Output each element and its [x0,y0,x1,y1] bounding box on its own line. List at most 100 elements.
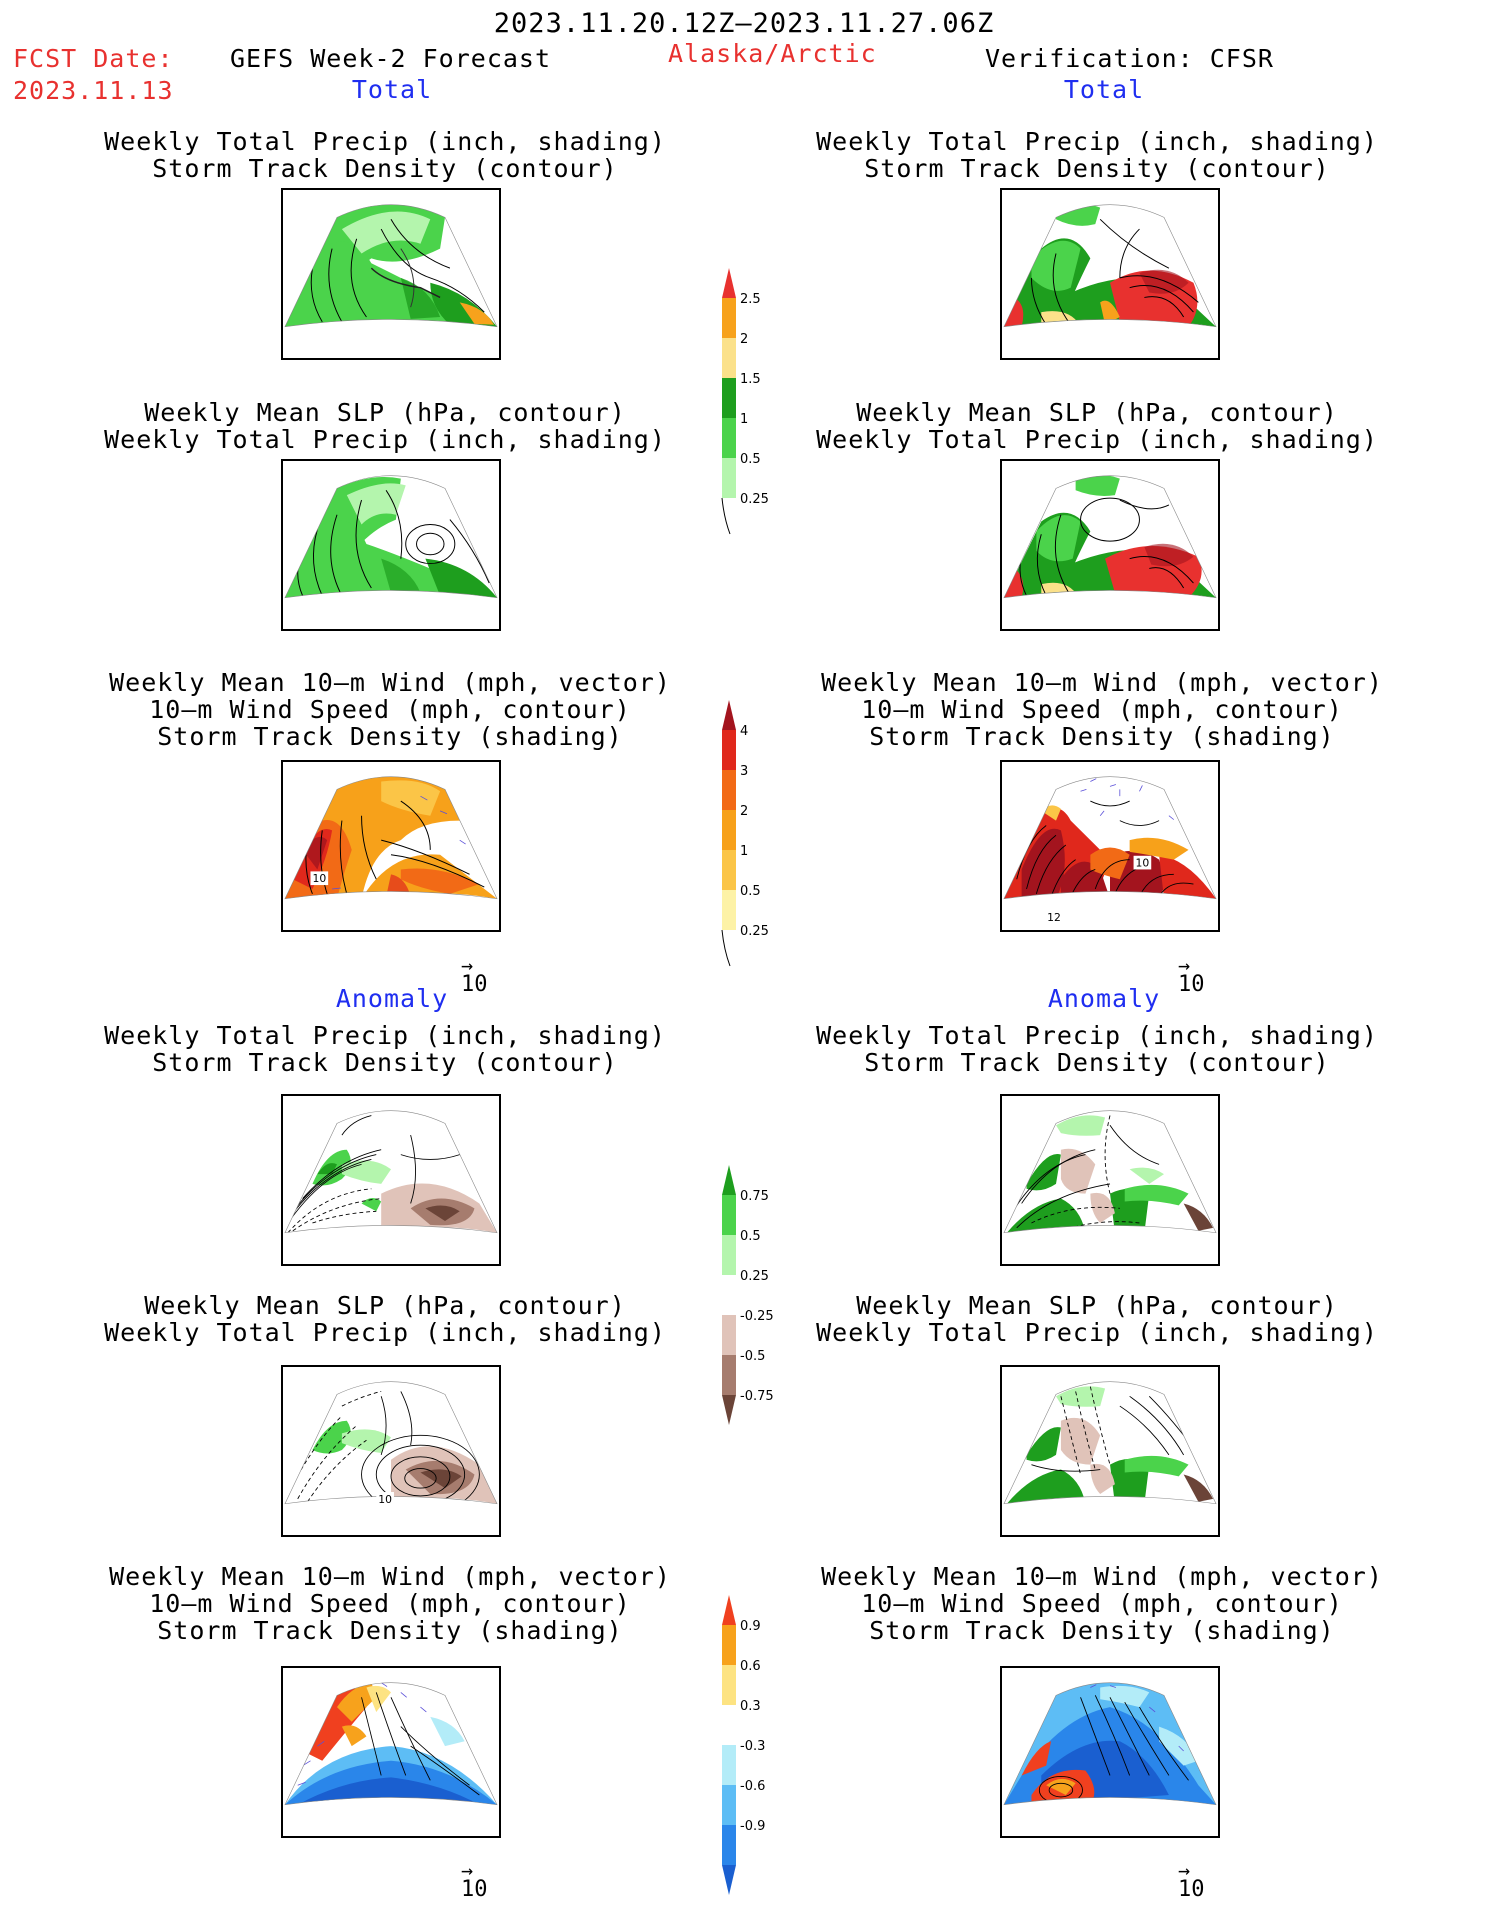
title-line: 10–m Wind Speed (mph, contour) [861,1589,1343,1618]
vector-ref-label: 10 [461,1877,488,1902]
colorbar-top-cap [722,268,736,298]
colorbar-label: 0.3 [740,1699,761,1714]
fcst-date-label: FCST Date: [13,44,174,73]
vector-ref-cfsr-anom: → 10 [1178,1858,1205,1902]
colorbar-label: 0.6 [740,1659,761,1674]
colorbar-label: 0.5 [740,884,761,899]
map-gefs-slp-total [281,459,501,631]
vector-ref-cfsr-total: → 10 [1178,955,1205,996]
colorbar-label: 2.5 [740,292,761,307]
map-cfsr-precip-total [1000,188,1220,360]
vector-ref-label: 10 [461,972,488,997]
colorbar-label: 2 [740,804,748,819]
contour-label: 10 [1136,857,1150,870]
colorbar-label: 0.25 [740,1269,769,1284]
arrow-icon: → [461,953,474,977]
title-line: Storm Track Density (shading) [157,1616,623,1645]
map-cfsr-wind-total: 10 12 [1000,760,1220,932]
colorbar-label: -0.75 [740,1389,774,1404]
cfsr-wind-total-title: Weekly Mean 10–m Wind (mph, vector) 10–m… [821,669,1383,750]
left-total-label: Total [351,75,433,104]
colorbar-segment [722,1315,736,1355]
colorbar-label: -0.5 [740,1349,765,1364]
colorbar-precip-total: 2.5 2 1.5 1 0.5 0.25 [720,268,790,558]
colorbar-segment [722,1195,736,1235]
title-line: Weekly Total Precip (inch, shading) [104,1318,666,1347]
colorbar-label: 0.5 [740,1229,761,1244]
cfsr-precip-anom-title: Weekly Total Precip (inch, shading) Stor… [816,1022,1378,1076]
right-total-label: Total [1063,75,1145,104]
colorbar-segment [722,458,736,498]
region-title: Alaska/Arctic [668,39,877,68]
colorbar-segment [722,1665,736,1705]
colorbar-label: 0.25 [740,492,769,507]
colorbar-label: 1.5 [740,372,761,387]
arrow-icon: → [461,1858,474,1882]
title-line: Weekly Total Precip (inch, shading) [104,425,666,454]
title-line: Weekly Total Precip (inch, shading) [816,425,1378,454]
title-line: Weekly Total Precip (inch, shading) [816,1021,1378,1050]
colorbar-segment [722,810,736,850]
colorbar-label: -0.9 [740,1819,765,1834]
colorbar-segment [722,1745,736,1785]
gefs-wind-total-title: Weekly Mean 10–m Wind (mph, vector) 10–m… [109,669,671,750]
colorbar-svg: 2.5 2 1.5 1 0.5 0.25 [721,268,769,535]
colorbar-label: 1 [740,844,748,859]
colorbar-storm-total: 4 3 2 1 0.5 0.25 [720,700,790,990]
right-title: Verification: CFSR [985,44,1274,73]
map-gefs-wind-anom [281,1666,501,1838]
colorbar-label: 1 [740,412,748,427]
colorbar-bottom-cap [722,1865,736,1895]
colorbar-label: 0.5 [740,452,761,467]
gefs-wind-anom-title: Weekly Mean 10–m Wind (mph, vector) 10–m… [109,1563,671,1644]
map-gefs-precip-total [281,188,501,360]
cfsr-precip-total-title: Weekly Total Precip (inch, shading) Stor… [816,128,1378,182]
title-line: Storm Track Density (shading) [869,722,1335,751]
title-line: Weekly Mean 10–m Wind (mph, vector) [821,668,1383,697]
title-line: 10–m Wind Speed (mph, contour) [149,1589,631,1618]
cfsr-slp-total-title: Weekly Mean SLP (hPa, contour) Weekly To… [816,399,1378,453]
title-line: Weekly Total Precip (inch, shading) [104,1021,666,1050]
title-line: Storm Track Density (shading) [157,722,623,751]
left-title: GEFS Week-2 Forecast [230,44,552,73]
map-cfsr-slp-anom [1000,1365,1220,1537]
title-line: Weekly Total Precip (inch, shading) [816,1318,1378,1347]
colorbar-segment [722,418,736,458]
map-gefs-wind-total: 10 [281,760,501,932]
colorbar-svg: 4 3 2 1 0.5 0.25 [721,700,769,967]
vector-ref-gefs-total: → 10 [461,953,488,997]
title-line: Weekly Mean 10–m Wind (mph, vector) [821,1562,1383,1591]
title-line: Weekly Total Precip (inch, shading) [104,127,666,156]
cfsr-wind-anom-title: Weekly Mean 10–m Wind (mph, vector) 10–m… [821,1563,1383,1644]
colorbar-label: 2 [740,332,748,347]
gefs-slp-total-title: Weekly Mean SLP (hPa, contour) Weekly To… [104,399,666,453]
title-line: Weekly Total Precip (inch, shading) [816,127,1378,156]
colorbar-label: -0.25 [740,1309,774,1324]
colorbar-segment [722,850,736,890]
fcst-date-value: 2023.11.13 [13,76,174,105]
date-range-title: 2023.11.20.12Z–2023.11.27.06Z [493,8,995,39]
title-line: Storm Track Density (contour) [152,1048,618,1077]
colorbar-precip-anom: 0.75 0.5 0.25 -0.25 -0.5 -0.75 [720,1165,800,1455]
colorbar-segment [722,1275,736,1315]
map-cfsr-wind-anom [1000,1666,1220,1838]
colorbar-label: 0.9 [740,1619,761,1634]
colorbar-svg: 0.75 0.5 0.25 -0.25 -0.5 -0.75 [722,1165,774,1425]
left-anomaly-label: Anomaly [335,984,449,1013]
colorbar-top-cap [722,700,736,730]
colorbar-label: 0.75 [740,1189,769,1204]
arrow-icon: → [1178,1858,1191,1882]
vector-ref-label: 10 [1178,1877,1205,1902]
colorbar-label: 3 [740,764,748,779]
colorbar-bottom-cap [721,929,731,967]
map-cfsr-slp-total [1000,459,1220,631]
title-line: Storm Track Density (shading) [869,1616,1335,1645]
colorbar-segment [722,1355,736,1395]
colorbar-segment [722,1625,736,1665]
gefs-precip-anom-title: Weekly Total Precip (inch, shading) Stor… [104,1022,666,1076]
colorbar-segment [722,770,736,810]
title-line: Storm Track Density (contour) [152,154,618,183]
colorbar-label: -0.6 [740,1779,765,1794]
colorbar-label: -0.3 [740,1739,765,1754]
colorbar-segment [722,1825,736,1865]
